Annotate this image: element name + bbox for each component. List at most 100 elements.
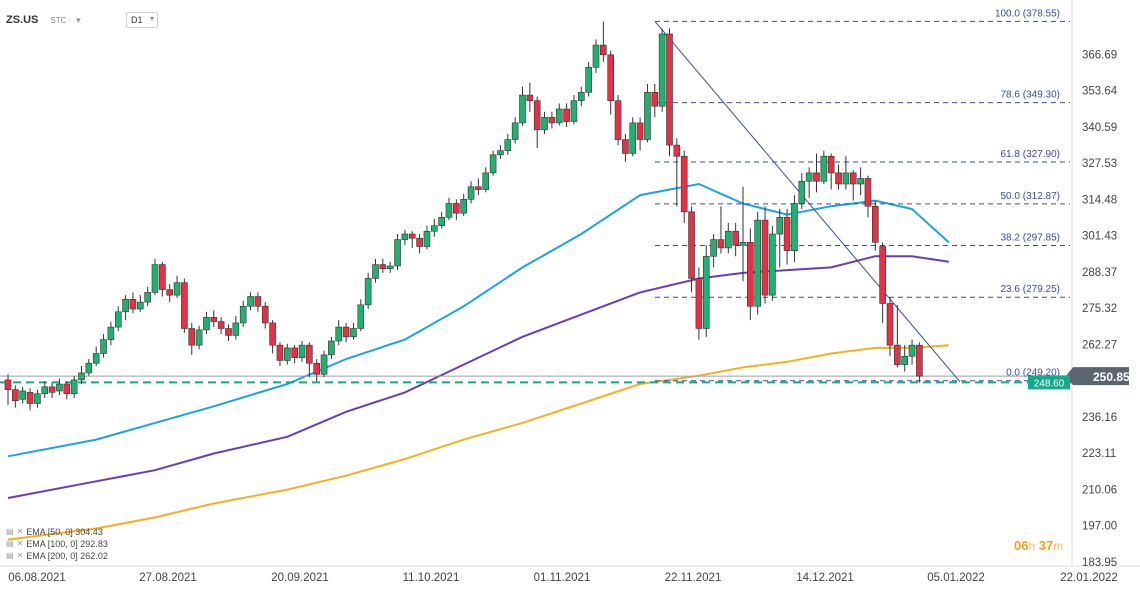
candle xyxy=(916,342,923,383)
candle-body xyxy=(519,94,526,124)
candle-body xyxy=(901,355,909,365)
y-tick-label: 236.16 xyxy=(1082,412,1117,424)
candle-body xyxy=(372,264,379,279)
candle-body xyxy=(313,362,321,375)
candle xyxy=(813,153,820,193)
candle xyxy=(173,275,181,298)
ema100-line xyxy=(7,255,949,499)
candle xyxy=(702,245,710,337)
chevron-down-icon[interactable]: ▼ xyxy=(74,15,83,25)
candle xyxy=(475,178,482,196)
settings-icon[interactable]: ▤ xyxy=(6,527,14,536)
y-tick-label: 275.32 xyxy=(1082,303,1117,315)
candle-body xyxy=(261,305,269,324)
timeframe-select[interactable]: D1 ▾ xyxy=(126,12,158,28)
candle xyxy=(453,199,460,221)
legend-label: EMA [200, 0] 262.02 xyxy=(26,551,108,561)
candle-body xyxy=(239,305,247,324)
current-price-value: 250.85 xyxy=(1093,370,1130,384)
candle-body xyxy=(357,304,365,329)
candle xyxy=(261,302,269,329)
candle xyxy=(769,225,776,301)
fib-level-label: 0.0 (249.20) xyxy=(1006,368,1060,379)
candle-body xyxy=(805,172,813,182)
candle-body xyxy=(203,317,210,331)
candle xyxy=(908,339,916,365)
candle-body xyxy=(541,117,548,131)
candle-body xyxy=(548,117,556,124)
candle-body xyxy=(607,54,615,101)
symbol-name[interactable]: ZS.US xyxy=(6,14,39,26)
candle-body xyxy=(306,344,313,364)
candle xyxy=(820,150,828,185)
indicator-legend: ▤ ✕ EMA [50, 0] 304.43 ▤ ✕ EMA [100, 0] … xyxy=(6,526,108,562)
candle-body xyxy=(100,339,107,354)
candle xyxy=(776,209,784,268)
candle xyxy=(747,228,754,321)
candle-body xyxy=(747,242,754,307)
candle-body xyxy=(497,150,504,156)
candle-body xyxy=(871,205,879,243)
candle-body xyxy=(63,383,71,395)
candle-body xyxy=(438,217,445,226)
candle xyxy=(570,95,578,125)
candle-body xyxy=(269,322,276,346)
candle xyxy=(688,206,695,293)
candle-body xyxy=(754,219,762,307)
trend-line xyxy=(654,21,961,383)
candle-body xyxy=(276,344,284,361)
candle-body xyxy=(467,186,475,200)
candle xyxy=(386,261,394,273)
close-icon[interactable]: ✕ xyxy=(16,551,24,560)
candle xyxy=(298,340,306,362)
candle-body xyxy=(622,139,629,154)
candle-body xyxy=(577,92,585,101)
candle-body xyxy=(48,386,56,393)
candle-body xyxy=(78,372,85,381)
candle xyxy=(401,229,409,246)
candle-body xyxy=(673,144,681,157)
candle-body xyxy=(364,278,372,306)
settings-icon[interactable]: ▤ xyxy=(6,551,14,560)
close-icon[interactable]: ✕ xyxy=(16,539,24,548)
close-icon[interactable]: ✕ xyxy=(16,527,24,536)
y-tick-label: 327.53 xyxy=(1082,158,1117,170)
candle-body xyxy=(445,203,453,218)
candle-body xyxy=(151,264,159,293)
timeframe-value: D1 xyxy=(131,15,143,25)
y-tick-label: 183.95 xyxy=(1082,557,1117,569)
candle-body xyxy=(511,122,519,140)
candle xyxy=(100,334,107,358)
candle xyxy=(239,300,247,328)
candle-body xyxy=(173,282,181,296)
candle xyxy=(48,382,56,398)
candle xyxy=(754,211,762,315)
x-tick-label: 14.12.2021 xyxy=(796,572,854,584)
x-tick-label: 05.01.2022 xyxy=(927,572,985,584)
x-tick-label: 22.01.2022 xyxy=(1060,572,1118,584)
candle-body xyxy=(724,230,732,249)
candle xyxy=(445,197,453,221)
candle-body xyxy=(666,33,673,146)
candle xyxy=(724,222,732,254)
candle xyxy=(350,322,357,340)
candle-body xyxy=(401,233,409,240)
candle xyxy=(166,284,173,303)
candle-body xyxy=(386,265,394,270)
candle-body xyxy=(26,392,34,404)
settings-icon[interactable]: ▤ xyxy=(6,539,14,548)
fib-level-label: 50.0 (312.87) xyxy=(1001,191,1061,202)
candle xyxy=(732,222,739,257)
candle xyxy=(122,295,129,321)
candle xyxy=(423,225,431,250)
candle-body xyxy=(166,289,173,296)
candle-body xyxy=(379,264,387,270)
candle-body xyxy=(769,233,776,296)
candle xyxy=(203,311,210,335)
candle-body xyxy=(159,264,166,290)
fib-level-label: 38.2 (297.85) xyxy=(1001,233,1061,244)
candle-body xyxy=(761,219,769,296)
candle xyxy=(372,259,379,283)
